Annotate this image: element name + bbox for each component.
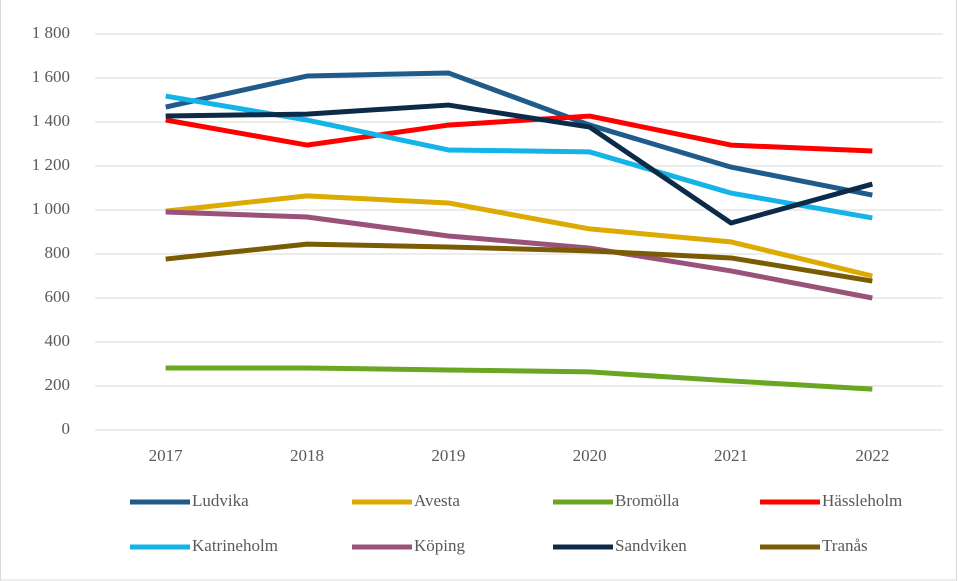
series-line xyxy=(165,365,873,392)
x-tick-label: 2017 xyxy=(149,446,184,465)
x-tick-label: 2020 xyxy=(573,446,607,465)
legend-label: Avesta xyxy=(414,491,460,510)
y-tick-label: 1 800 xyxy=(32,23,70,42)
legend-label: Hässleholm xyxy=(822,491,902,510)
series-line xyxy=(165,241,873,284)
y-tick-label: 1 200 xyxy=(32,155,70,174)
series-line xyxy=(165,209,873,301)
legend-label: Sandviken xyxy=(615,536,687,555)
legend-label: Katrineholm xyxy=(192,536,278,555)
y-tick-label: 200 xyxy=(45,375,71,394)
series-line xyxy=(165,70,873,198)
x-tick-label: 2021 xyxy=(714,446,748,465)
y-tick-label: 1 400 xyxy=(32,111,70,130)
legend-label: Köping xyxy=(414,536,466,555)
y-tick-label: 0 xyxy=(62,419,71,438)
series-line xyxy=(165,193,873,279)
y-tick-label: 400 xyxy=(45,331,71,350)
legend-label: Tranås xyxy=(822,536,868,555)
y-tick-label: 1 600 xyxy=(32,67,70,86)
y-tick-label: 600 xyxy=(45,287,71,306)
x-tick-label: 2018 xyxy=(290,446,324,465)
series-line xyxy=(165,102,873,226)
y-tick-label: 1 000 xyxy=(32,199,70,218)
y-tick-label: 800 xyxy=(45,243,71,262)
x-tick-label: 2022 xyxy=(855,446,889,465)
series-line xyxy=(165,113,873,154)
x-tick-label: 2019 xyxy=(431,446,465,465)
legend-label: Ludvika xyxy=(192,491,249,510)
legend-label: Bromölla xyxy=(615,491,680,510)
